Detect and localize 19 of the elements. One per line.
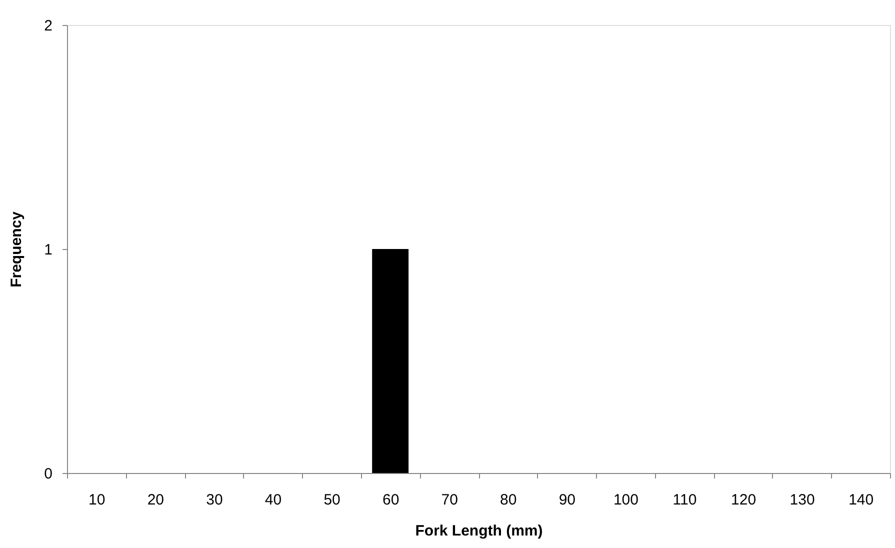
- y-tick-label: 0: [44, 466, 52, 482]
- x-tick-label: 60: [382, 492, 400, 508]
- x-tick-label: 30: [206, 492, 223, 508]
- y-tick-label: 2: [44, 18, 52, 34]
- x-tick-label: 10: [88, 492, 106, 508]
- x-tick-label: 130: [790, 492, 815, 508]
- x-tick-label: 80: [500, 492, 517, 508]
- x-tick-label: 120: [731, 492, 756, 508]
- x-tick-label: 20: [147, 492, 164, 508]
- x-tick-label: 70: [441, 492, 458, 508]
- x-tick-label: 50: [324, 492, 340, 508]
- x-tick-label: 40: [264, 492, 282, 508]
- x-tick-label: 110: [672, 492, 697, 508]
- x-tick-label: 140: [848, 492, 874, 508]
- x-axis-title: Fork Length (mm): [415, 522, 543, 540]
- y-axis-title: Frequency: [8, 210, 26, 288]
- x-tick-label: 90: [558, 492, 576, 508]
- y-tick-label: 1: [44, 242, 52, 258]
- x-tick-label: 100: [613, 492, 638, 508]
